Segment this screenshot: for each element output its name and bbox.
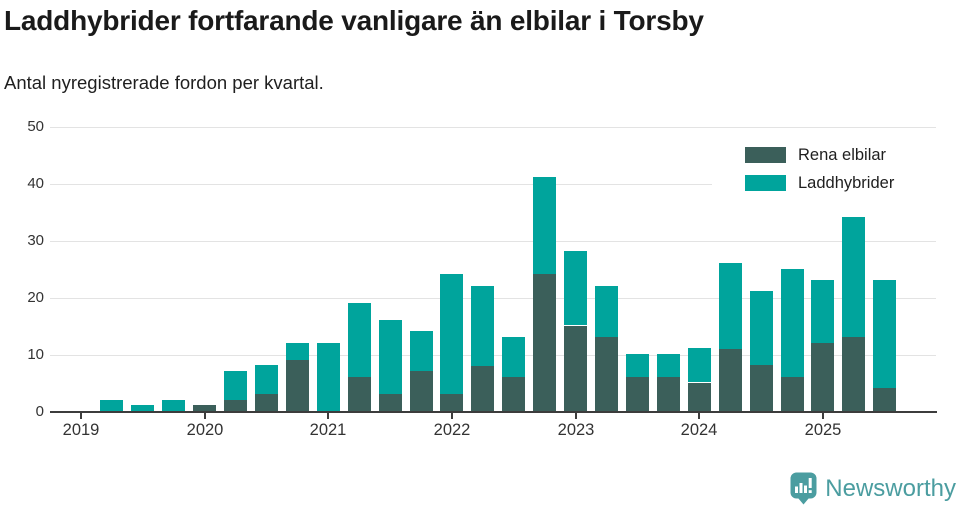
bar-segment-laddhybrider bbox=[626, 354, 649, 377]
bar-segment-elbilar bbox=[224, 400, 247, 411]
bar-segment-laddhybrider bbox=[131, 405, 154, 411]
bar-segment-elbilar bbox=[410, 371, 433, 411]
x-axis-tick-label: 2022 bbox=[433, 421, 471, 439]
bar-segment-laddhybrider bbox=[286, 343, 309, 360]
newsworthy-branding: Newsworthy bbox=[790, 472, 956, 505]
bar-segment-elbilar bbox=[379, 394, 402, 411]
grid-line bbox=[50, 241, 936, 242]
legend-label: Laddhybrider bbox=[798, 173, 895, 192]
bar-segment-elbilar bbox=[440, 394, 463, 411]
x-axis-tick bbox=[698, 413, 700, 419]
y-axis-tick-label: 50 bbox=[27, 118, 44, 135]
bar-segment-elbilar bbox=[719, 348, 742, 411]
bar-segment-laddhybrider bbox=[317, 343, 340, 411]
legend-swatch-elbilar bbox=[745, 147, 786, 163]
grid-line bbox=[50, 127, 936, 128]
bar-segment-elbilar bbox=[533, 274, 556, 411]
x-axis-tick-label: 2021 bbox=[309, 421, 347, 439]
legend: Rena elbilar Laddhybrider bbox=[712, 137, 938, 201]
page-title: Laddhybrider fortfarande vanligare än el… bbox=[4, 5, 704, 36]
bar-segment-laddhybrider bbox=[100, 400, 123, 411]
y-axis-tick-label: 20 bbox=[27, 289, 44, 306]
bar-segment-elbilar bbox=[595, 337, 618, 411]
x-axis-tick bbox=[575, 413, 577, 419]
bar-segment-laddhybrider bbox=[657, 354, 680, 377]
y-axis-tick-label: 30 bbox=[27, 232, 44, 249]
bar-segment-laddhybrider bbox=[255, 365, 278, 394]
bar-segment-laddhybrider bbox=[440, 274, 463, 394]
bar-segment-elbilar bbox=[564, 326, 587, 412]
bar-segment-laddhybrider bbox=[564, 251, 587, 325]
bar-segment-laddhybrider bbox=[533, 177, 556, 274]
x-axis-tick-label: 2023 bbox=[557, 421, 595, 439]
x-axis-tick bbox=[80, 413, 82, 419]
bar-segment-elbilar bbox=[193, 405, 216, 411]
bar-segment-elbilar bbox=[286, 360, 309, 411]
x-axis-tick bbox=[451, 413, 453, 419]
bar-segment-laddhybrider bbox=[719, 263, 742, 349]
x-axis-tick-label: 2024 bbox=[680, 421, 718, 439]
bar-segment-laddhybrider bbox=[873, 280, 896, 388]
bar-segment-laddhybrider bbox=[502, 337, 525, 377]
bar-segment-elbilar bbox=[502, 377, 525, 411]
bar-segment-elbilar bbox=[842, 337, 865, 411]
x-axis-tick bbox=[327, 413, 329, 419]
legend-swatch-laddhybrider bbox=[745, 175, 786, 191]
bar-segment-laddhybrider bbox=[781, 269, 804, 377]
bar-segment-laddhybrider bbox=[224, 371, 247, 400]
legend-item: Laddhybrider bbox=[745, 169, 938, 197]
bar-segment-elbilar bbox=[873, 388, 896, 411]
chart-subtitle: Antal nyregistrerade fordon per kvartal. bbox=[4, 72, 324, 93]
bar-segment-laddhybrider bbox=[811, 280, 834, 343]
bar-segment-laddhybrider bbox=[162, 400, 185, 411]
bar-segment-elbilar bbox=[255, 394, 278, 411]
x-axis-tick bbox=[204, 413, 206, 419]
grid-line bbox=[50, 184, 936, 185]
x-axis-tick-label: 2019 bbox=[62, 421, 100, 439]
y-axis-tick-label: 0 bbox=[35, 403, 44, 420]
brand-name: Newsworthy bbox=[825, 474, 956, 502]
bar-segment-elbilar bbox=[471, 365, 494, 411]
bar-segment-laddhybrider bbox=[688, 348, 711, 382]
bar-segment-elbilar bbox=[626, 377, 649, 411]
bar-segment-elbilar bbox=[688, 383, 711, 412]
bar-segment-laddhybrider bbox=[348, 303, 371, 377]
newsworthy-logo-icon bbox=[790, 472, 817, 505]
bar-segment-laddhybrider bbox=[379, 320, 402, 394]
x-axis-tick-label: 2025 bbox=[804, 421, 842, 439]
bar-segment-elbilar bbox=[811, 343, 834, 411]
legend-item: Rena elbilar bbox=[745, 141, 938, 169]
bar-segment-elbilar bbox=[750, 365, 773, 411]
x-axis-tick-label: 2020 bbox=[186, 421, 224, 439]
y-axis-tick-label: 10 bbox=[27, 346, 44, 363]
bar-segment-laddhybrider bbox=[750, 291, 773, 365]
bar-segment-elbilar bbox=[657, 377, 680, 411]
bar-segment-laddhybrider bbox=[842, 217, 865, 337]
x-axis-tick bbox=[822, 413, 824, 419]
bar-segment-elbilar bbox=[781, 377, 804, 411]
bar-segment-laddhybrider bbox=[410, 331, 433, 371]
y-axis-tick-label: 40 bbox=[27, 175, 44, 192]
x-axis-line bbox=[50, 411, 937, 413]
bar-segment-laddhybrider bbox=[595, 286, 618, 337]
legend-label: Rena elbilar bbox=[798, 145, 887, 164]
bar-segment-laddhybrider bbox=[471, 286, 494, 366]
bar-segment-elbilar bbox=[348, 377, 371, 411]
